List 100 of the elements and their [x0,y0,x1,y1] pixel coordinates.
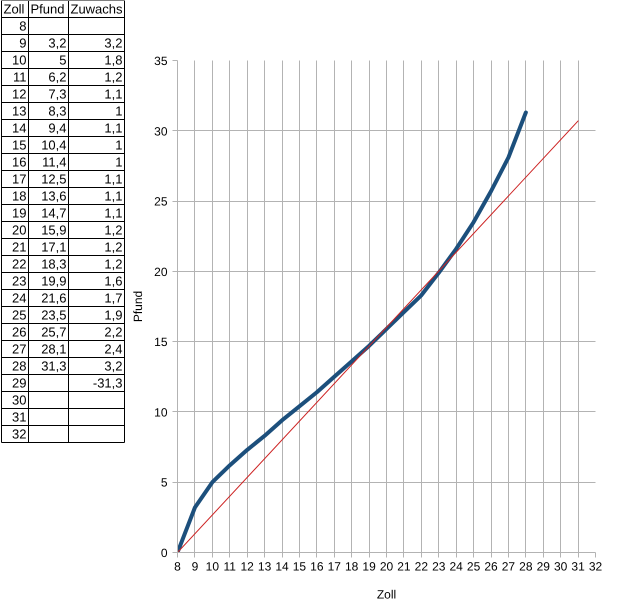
y-tick-label: 17 [12,172,27,186]
y-tick-label: 30 [12,392,27,408]
text: 12,5 [41,172,67,186]
x-tick-label: 26 [484,560,498,574]
x-tick-label: 17 [328,560,342,574]
text: 15,9 [41,222,67,238]
text: 1 [115,138,123,152]
text: 13,6 [41,188,67,204]
y-tick-label: 28 [12,358,27,374]
text: 2,2 [104,324,123,340]
y-tick-label: 25 [154,194,168,209]
text: 23,5 [41,308,67,322]
text: 1,1 [104,172,123,186]
x-tick-label: 32 [588,560,602,574]
x-tick-label: 21 [397,560,411,574]
text: 17,1 [41,240,67,254]
text: 1,2 [104,256,123,272]
x-tick-label: 13 [258,560,272,574]
x-tick-label: 25 [466,560,481,574]
text: 1 [115,154,123,170]
y-tick-label: 22 [12,256,27,272]
text: 1,2 [104,70,123,84]
text: 1,1 [104,206,123,220]
text: -31,3 [92,376,123,390]
text: 1 [115,104,123,118]
y-tick-label: 20 [12,222,27,238]
x-tick-label: 27 [502,560,516,574]
x-tick-label: 24 [449,560,464,574]
y-tick-label: 14 [12,120,27,136]
y-tick-label: 12 [12,86,27,102]
text: 1,7 [104,290,123,306]
y-tick-label: 10 [12,52,27,68]
text: 9,4 [48,120,67,136]
y-tick-label: 25 [12,308,27,322]
x-tick-label: 22 [414,560,428,574]
text: 1,2 [104,222,123,238]
x-tick-label: 31 [571,560,586,574]
y-tick-label: 0 [160,546,168,560]
x-tick-label: 8 [174,560,182,574]
text: 19,9 [41,274,67,288]
text: 28,1 [41,342,67,356]
text: 1,2 [104,240,123,254]
x-tick-label: 16 [310,560,324,574]
text: 5 [59,52,67,68]
y-tick-label: 11 [13,70,27,84]
y-tick-label: 16 [12,154,27,170]
y-axis-title: Pfund [131,290,146,322]
text: 1,1 [104,120,123,136]
x-tick-label: 10 [206,560,220,574]
y-tick-label: 18 [12,188,27,204]
y-tick-label: 29 [12,376,27,390]
text: 25,7 [41,324,67,340]
text: 21,6 [41,290,67,306]
y-tick-label: 23 [12,274,27,288]
y-tick-label: 8 [19,18,27,34]
y-tick-label: 19 [12,206,27,220]
y-tick-label: 32 [12,426,27,442]
x-tick-label: 29 [536,560,550,574]
text: 11,4 [42,154,67,170]
y-tick-label: 35 [154,54,168,68]
text: 3,2 [48,36,67,50]
x-tick-label: 19 [362,560,376,574]
text: 18,3 [41,256,67,272]
y-tick-label: 9 [19,36,27,50]
x-axis-title: Zoll [376,588,396,602]
y-tick-label: 31 [12,410,27,424]
text: 3,2 [104,36,123,50]
x-tick-label: 23 [432,560,446,574]
text: 8,3 [48,104,67,118]
x-tick-label: 15 [292,560,306,574]
text: 7,3 [48,86,67,102]
text: 3,2 [104,358,123,374]
text: 6,2 [48,70,67,84]
x-tick-label: 20 [380,560,394,574]
x-tick-label: 18 [344,560,359,574]
x-tick-label: 30 [554,560,568,574]
text: 1,1 [104,86,123,102]
y-tick-label: 15 [154,335,168,350]
text: 31,3 [41,358,67,374]
y-tick-label: 27 [12,342,27,356]
x-tick-label: 9 [192,560,199,574]
y-tick-label: 5 [160,476,168,490]
text: 1,1 [104,188,123,204]
y-tick-label: 21 [12,240,27,254]
y-tick-label: 26 [12,324,27,340]
x-tick-label: 11 [224,560,236,574]
x-tick-label: 28 [519,560,533,574]
y-tick-label: 10 [154,405,168,420]
text: 1,9 [104,308,123,322]
text: 1,8 [104,52,123,68]
text: 1,6 [104,274,123,288]
x-tick-label: 12 [240,560,254,574]
y-tick-label: 30 [154,124,168,138]
text: 2,4 [104,342,123,356]
y-tick-label: 15 [12,138,27,152]
x-tick-label: 14 [275,560,289,574]
y-tick-label: 20 [154,264,168,279]
y-tick-label: 13 [12,104,27,118]
y-tick-label: 24 [12,290,27,306]
y-axis-title: Zoll [4,2,25,16]
